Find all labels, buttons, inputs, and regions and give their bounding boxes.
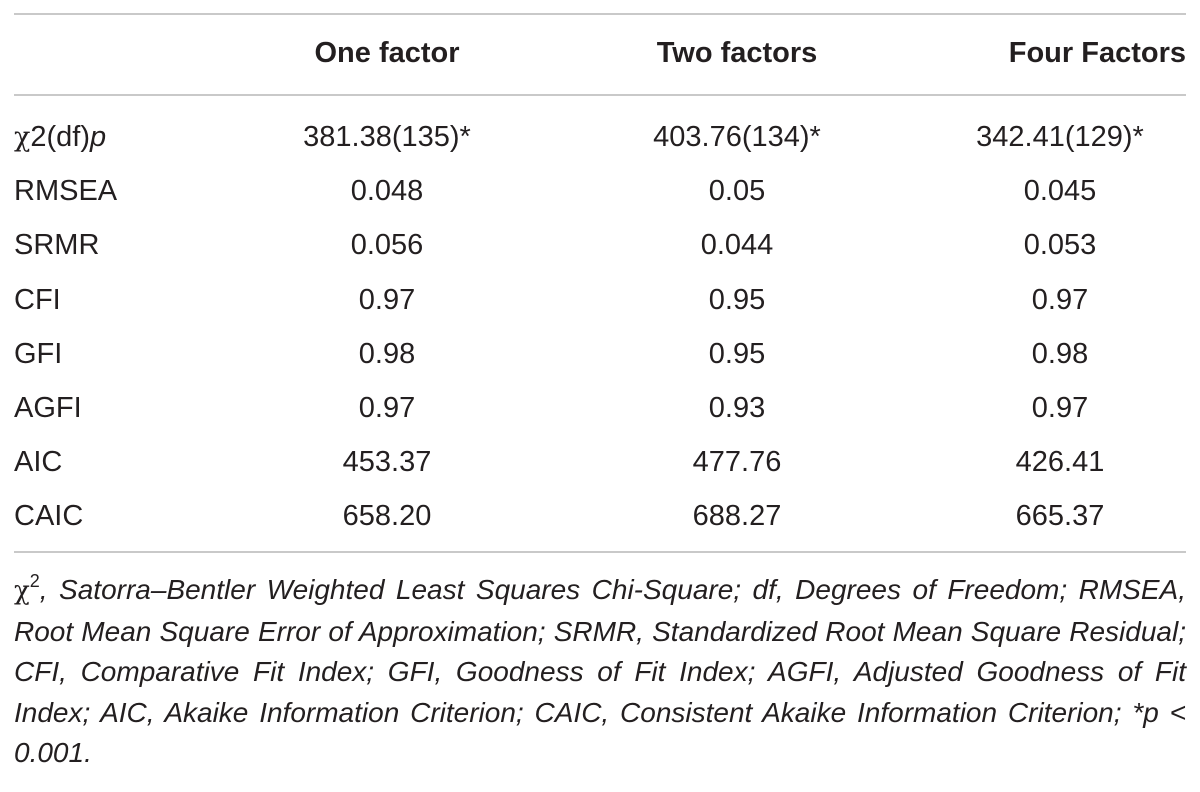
table-row-rmsea: RMSEA 0.048 0.05 0.045: [14, 164, 1186, 218]
table-cell: 477.76: [692, 446, 782, 479]
table-cell: 426.41: [1015, 446, 1105, 479]
row-label: AIC: [14, 446, 63, 479]
table-cell: 0.97: [1031, 391, 1089, 424]
table-body: χ2(df)p 381.38(135)* 403.76(134)* 342.41…: [14, 110, 1186, 544]
table-top-rule: [14, 13, 1186, 15]
table-cell: 0.97: [358, 283, 416, 316]
row-label: AGFI: [14, 391, 82, 424]
table-row-chi-square: χ2(df)p 381.38(135)* 403.76(134)* 342.41…: [14, 110, 1186, 164]
table-cell: 342.41(129)*: [976, 121, 1144, 153]
row-label: χ2(df)p: [14, 110, 106, 165]
footnote-text: , Satorra–Bentler Weighted Least Squares…: [14, 574, 1186, 768]
table-cell: 0.056: [350, 229, 424, 262]
chi-symbol: χ: [14, 122, 31, 153]
table-cell: 0.93: [708, 391, 766, 424]
row-label: CAIC: [14, 500, 84, 533]
table-cell: 0.95: [708, 337, 766, 370]
row-label: CFI: [14, 283, 61, 316]
row-label: GFI: [14, 337, 63, 370]
table-cell: 0.048: [350, 175, 424, 208]
table-cell: 0.045: [1023, 175, 1097, 208]
column-header-two-factors: Two factors: [656, 37, 818, 69]
column-header-four-factors: Four Factors: [1008, 37, 1186, 69]
table-cell: 0.053: [1023, 229, 1097, 262]
table-cell: 403.76(134)*: [653, 121, 821, 153]
footnote-chi-symbol: χ: [14, 576, 30, 606]
table-bottom-rule: [14, 551, 1186, 553]
table-cell: 658.20: [342, 500, 432, 533]
row-label: SRMR: [14, 229, 100, 262]
row-label-italic: p: [90, 121, 107, 153]
table-cell: 0.05: [708, 175, 766, 208]
table-cell: 688.27: [692, 500, 782, 533]
table-footnote: χ2, Satorra–Bentler Weighted Least Squar…: [14, 570, 1186, 774]
table-cell: 0.95: [708, 283, 766, 316]
footnote-superscript: 2: [29, 571, 40, 591]
table-header-row: One factor Two factors Four Factors: [14, 30, 1186, 76]
table-cell: 0.044: [700, 229, 774, 262]
row-label: RMSEA: [14, 175, 118, 208]
table-row-srmr: SRMR 0.056 0.044 0.053: [14, 218, 1186, 272]
table-row-aic: AIC 453.37 477.76 426.41: [14, 435, 1186, 489]
row-label-text: 2(df): [30, 121, 91, 153]
column-header-one-factor: One factor: [314, 37, 460, 69]
table-row-agfi: AGFI 0.97 0.93 0.97: [14, 381, 1186, 435]
table-row-gfi: GFI 0.98 0.95 0.98: [14, 327, 1186, 381]
table-cell: 0.98: [358, 337, 416, 370]
table-cell: 0.97: [358, 391, 416, 424]
table-cell: 453.37: [342, 446, 432, 479]
table-cell: 381.38(135)*: [303, 121, 471, 153]
table-row-cfi: CFI 0.97 0.95 0.97: [14, 273, 1186, 327]
table-header-rule: [14, 94, 1186, 96]
table-row-caic: CAIC 658.20 688.27 665.37: [14, 489, 1186, 543]
table-cell: 0.98: [1031, 337, 1089, 370]
table-cell: 665.37: [1015, 500, 1105, 533]
table-cell: 0.97: [1031, 283, 1089, 316]
